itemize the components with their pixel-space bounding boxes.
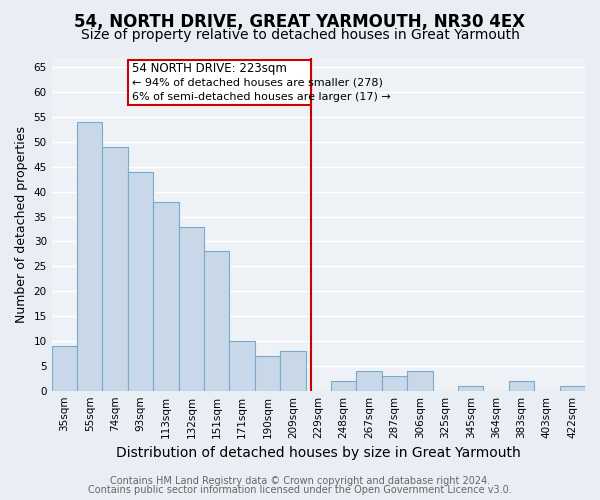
Bar xyxy=(509,380,534,390)
Bar xyxy=(331,380,356,390)
Text: Contains public sector information licensed under the Open Government Licence v3: Contains public sector information licen… xyxy=(88,485,512,495)
Bar xyxy=(204,252,229,390)
Bar xyxy=(153,202,179,390)
Bar xyxy=(382,376,407,390)
Y-axis label: Number of detached properties: Number of detached properties xyxy=(15,126,28,322)
Text: Size of property relative to detached houses in Great Yarmouth: Size of property relative to detached ho… xyxy=(80,28,520,42)
Bar xyxy=(103,147,128,390)
Bar xyxy=(128,60,311,104)
Bar xyxy=(77,122,103,390)
X-axis label: Distribution of detached houses by size in Great Yarmouth: Distribution of detached houses by size … xyxy=(116,446,521,460)
Bar xyxy=(280,351,305,391)
Text: 54 NORTH DRIVE: 223sqm: 54 NORTH DRIVE: 223sqm xyxy=(131,62,287,76)
Bar xyxy=(356,371,382,390)
Bar xyxy=(179,226,204,390)
Text: Contains HM Land Registry data © Crown copyright and database right 2024.: Contains HM Land Registry data © Crown c… xyxy=(110,476,490,486)
Bar xyxy=(229,341,255,390)
Bar xyxy=(52,346,77,391)
Text: 54, NORTH DRIVE, GREAT YARMOUTH, NR30 4EX: 54, NORTH DRIVE, GREAT YARMOUTH, NR30 4E… xyxy=(74,12,526,30)
Text: 6% of semi-detached houses are larger (17) →: 6% of semi-detached houses are larger (1… xyxy=(131,92,391,102)
Bar xyxy=(407,371,433,390)
Bar xyxy=(255,356,280,390)
Text: ← 94% of detached houses are smaller (278): ← 94% of detached houses are smaller (27… xyxy=(131,78,383,88)
Bar xyxy=(560,386,585,390)
Bar xyxy=(458,386,484,390)
Bar xyxy=(128,172,153,390)
